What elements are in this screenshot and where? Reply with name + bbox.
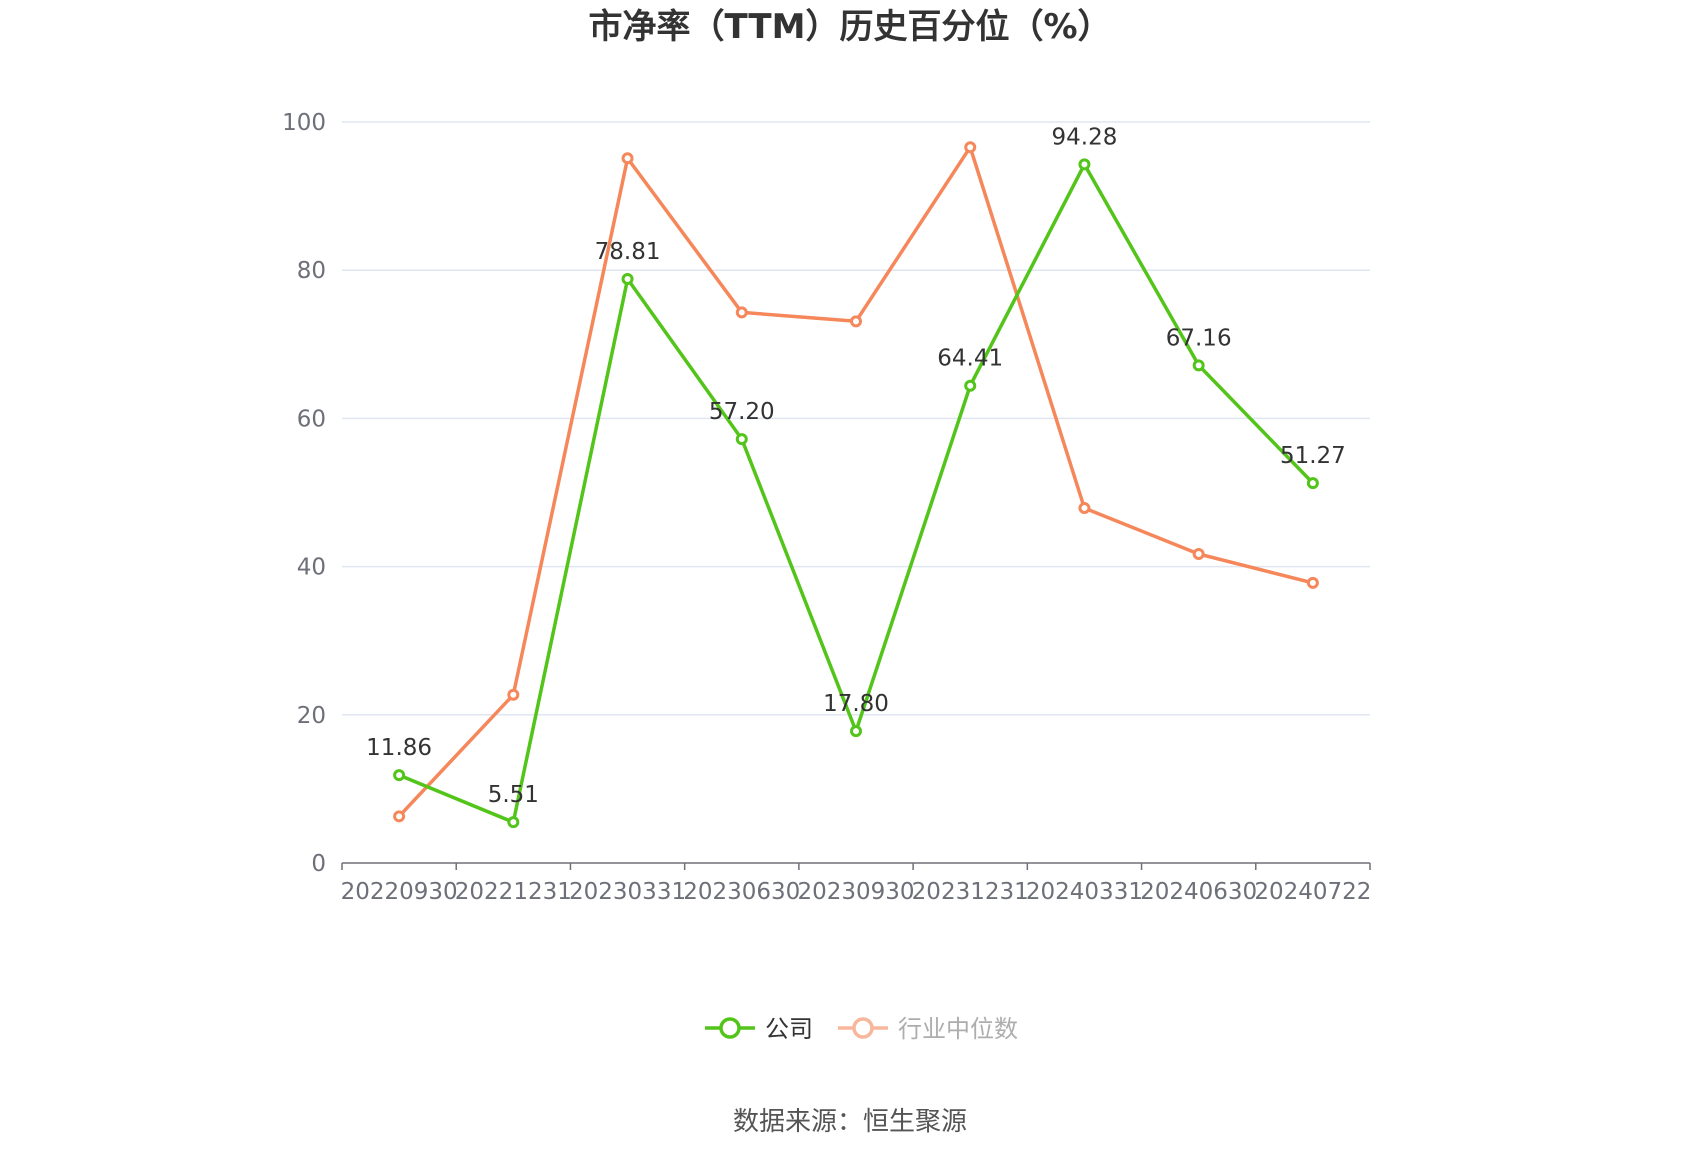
y-tick-label: 40 bbox=[297, 555, 326, 581]
x-tick-label: 20230331 bbox=[569, 879, 686, 905]
y-tick-label: 60 bbox=[297, 406, 326, 432]
grid-lines bbox=[342, 121, 1370, 716]
series-layer bbox=[393, 141, 1319, 829]
series-point-0 bbox=[964, 379, 977, 392]
data-source: 数据来源：恒生聚源 bbox=[733, 1107, 967, 1137]
legend: 公司 行业中位数 bbox=[705, 1015, 1018, 1043]
data-label: 67.16 bbox=[1166, 325, 1232, 351]
y-tick-label: 80 bbox=[297, 258, 326, 284]
x-tick-label: 20230930 bbox=[797, 879, 914, 905]
legend-item-0: 公司 bbox=[705, 1015, 813, 1043]
legend-item-1: 行业中位数 bbox=[838, 1015, 1018, 1043]
x-tick-label: 20221231 bbox=[455, 879, 572, 905]
data-label: 57.20 bbox=[709, 399, 775, 425]
x-tick-label: 20240722 bbox=[1254, 879, 1371, 905]
series-point-1 bbox=[507, 688, 520, 701]
legend-swatch-marker bbox=[719, 1017, 741, 1039]
data-label: 78.81 bbox=[595, 239, 661, 265]
series-point-0 bbox=[1192, 359, 1205, 372]
series-point-0 bbox=[735, 433, 748, 446]
data-label: 64.41 bbox=[937, 346, 1003, 372]
legend-label: 公司 bbox=[765, 1015, 813, 1043]
series-point-0 bbox=[507, 816, 520, 829]
y-tick-label: 0 bbox=[311, 851, 326, 877]
data-labels: 11.86 5.51 78.81 57.20 17.80 64.41 94.28 67.16 5… bbox=[366, 124, 1346, 808]
data-label: 17.80 bbox=[823, 691, 889, 717]
series-line-0 bbox=[398, 162, 1315, 824]
series-point-1 bbox=[1192, 548, 1205, 561]
series-point-0 bbox=[850, 725, 862, 738]
series-point-1 bbox=[1306, 576, 1319, 589]
series-point-1 bbox=[393, 810, 406, 823]
data-label: 94.28 bbox=[1052, 124, 1118, 150]
y-tick-label: 20 bbox=[297, 703, 326, 729]
x-tick-label: 20240331 bbox=[1026, 879, 1143, 905]
series-point-0 bbox=[1306, 477, 1319, 490]
legend-swatch-marker bbox=[852, 1017, 874, 1039]
series-point-0 bbox=[393, 769, 406, 782]
x-tick-label: 20231231 bbox=[912, 879, 1029, 905]
series-point-1 bbox=[964, 141, 977, 154]
series-point-0 bbox=[1078, 158, 1091, 171]
x-tick-label: 20220930 bbox=[341, 879, 458, 905]
data-label: 5.51 bbox=[488, 782, 539, 808]
series-point-1 bbox=[621, 152, 634, 165]
series-point-1 bbox=[850, 315, 862, 328]
axes: 0204060801002022093020221231202303312023… bbox=[282, 110, 1371, 905]
series-point-1 bbox=[1078, 502, 1091, 515]
x-tick-label: 20230630 bbox=[683, 879, 800, 905]
x-tick-label: 20240630 bbox=[1140, 879, 1257, 905]
legend-label: 行业中位数 bbox=[898, 1015, 1018, 1043]
chart-title: 市净率（TTM）历史百分位（%） bbox=[588, 7, 1111, 47]
data-label: 11.86 bbox=[366, 735, 432, 761]
series-point-0 bbox=[621, 273, 634, 286]
data-label: 51.27 bbox=[1280, 443, 1346, 469]
y-tick-label: 100 bbox=[282, 110, 326, 136]
series-point-1 bbox=[735, 306, 748, 319]
